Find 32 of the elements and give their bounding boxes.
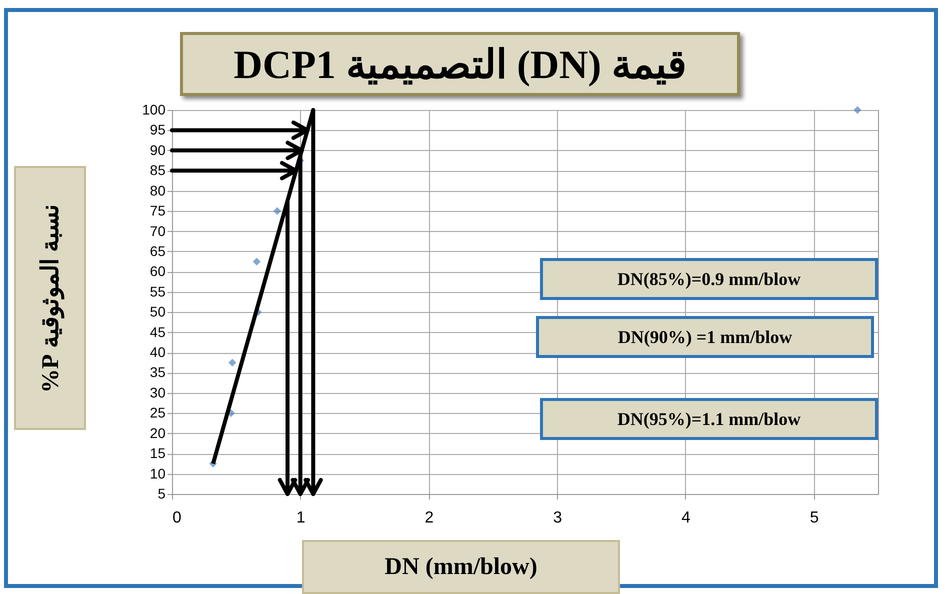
x-tick-label: 5	[810, 510, 819, 526]
y-tick-label: 70	[150, 222, 166, 239]
y-tick-label: 40	[150, 344, 166, 360]
y-tick-label: 90	[150, 142, 166, 158]
text-box: DN(85%)=0.9 mm/blow	[540, 258, 878, 300]
text-box: DN(95%)=1.1 mm/blow	[540, 398, 878, 440]
y-tick-label: 5	[158, 486, 166, 502]
y-axis-title: نسبة الموثوقية P%	[36, 204, 65, 392]
y-tick-label: 80	[150, 182, 166, 198]
y-tick-label: 65	[150, 242, 166, 259]
y-tick-label: 10	[150, 465, 166, 482]
y-tick-label: 50	[150, 304, 166, 320]
y-tick-label: 35	[150, 364, 166, 380]
y-tick-label: 75	[150, 202, 166, 219]
y-tick-label: 20	[150, 424, 166, 441]
y-tick-label: 45	[150, 324, 166, 340]
x-tick-label: 0	[172, 510, 182, 526]
y-tick-label: 25	[150, 404, 166, 421]
y-tick-label: 100	[142, 102, 166, 118]
x-tick-label: 4	[682, 510, 690, 526]
y-tick-label: 60	[150, 263, 166, 280]
x-tick-label: 1	[296, 510, 306, 526]
chart-title: قيمة (DN) التصميمية DCP1	[180, 32, 740, 96]
y-tick-label: 55	[150, 283, 166, 300]
x-tick-label: 3	[553, 510, 562, 526]
x-axis-title: DN (mm/blow)	[302, 540, 620, 594]
x-tick-label: 2	[424, 510, 434, 526]
y-tick-label: 30	[150, 384, 166, 400]
y-tick-label: 85	[150, 162, 166, 178]
y-tick-label: 95	[150, 122, 166, 138]
y-tick-label: 15	[150, 445, 166, 462]
text-box: DN(90%) =1 mm/blow	[536, 316, 874, 358]
